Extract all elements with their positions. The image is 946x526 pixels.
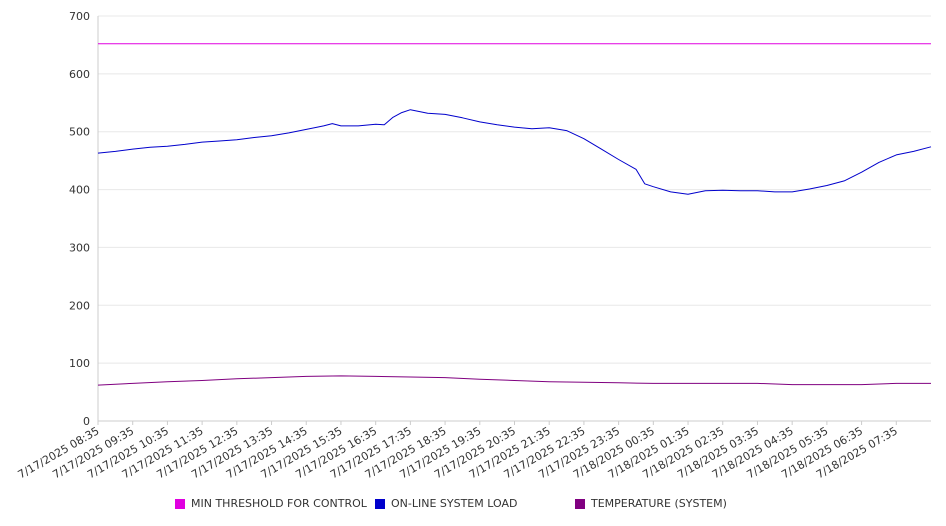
legend-item-temperature[interactable]: TEMPERATURE (SYSTEM) <box>575 497 727 510</box>
y-tick-label: 300 <box>69 241 90 254</box>
legend-swatch-temperature <box>575 498 585 509</box>
axes <box>97 16 931 422</box>
legend: MIN THRESHOLD FOR CONTROL ON-LINE SYSTEM… <box>0 497 946 515</box>
legend-label-min-threshold: MIN THRESHOLD FOR CONTROL <box>191 497 367 510</box>
legend-swatch-system-load <box>375 498 385 509</box>
y-tick-labels: 0 100 200 300 400 500 600 700 <box>69 10 90 428</box>
gridlines <box>98 15 931 364</box>
legend-label-system-load: ON-LINE SYSTEM LOAD <box>391 497 518 510</box>
series-lines <box>97 43 932 386</box>
x-tick-labels: 7/17/2025 08:357/17/2025 09:357/17/2025 … <box>16 421 900 481</box>
y-tick-label: 700 <box>69 10 90 23</box>
y-tick-label: 400 <box>69 184 90 197</box>
legend-item-system-load[interactable]: ON-LINE SYSTEM LOAD <box>375 497 517 510</box>
legend-item-min-threshold[interactable]: MIN THRESHOLD FOR CONTROL <box>175 497 367 510</box>
y-tick-label: 500 <box>69 126 90 139</box>
y-tick-label: 100 <box>69 357 90 370</box>
series-line-on-line-system-load <box>97 109 932 195</box>
y-tick-label: 0 <box>83 415 90 428</box>
y-tick-label: 200 <box>69 299 90 312</box>
legend-swatch-min-threshold <box>175 498 185 509</box>
series-line-temperature-system <box>97 375 931 386</box>
y-tick-label: 600 <box>69 68 90 81</box>
legend-label-temperature: TEMPERATURE (SYSTEM) <box>591 497 727 510</box>
